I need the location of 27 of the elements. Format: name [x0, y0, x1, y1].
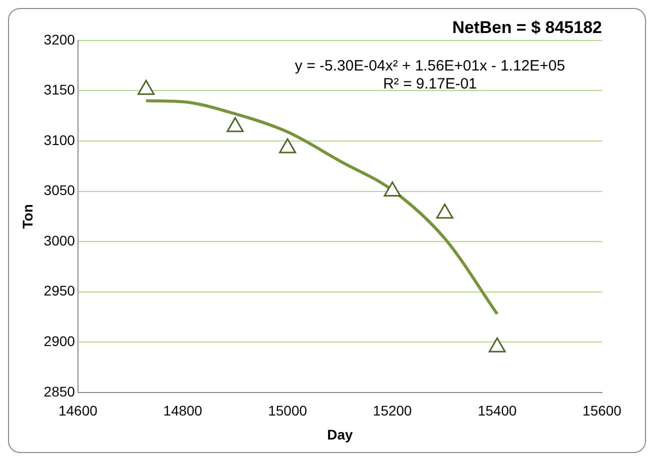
y-tick-label: 2900	[44, 332, 76, 349]
x-tick-label: 14600	[58, 402, 98, 419]
chart-title: NetBen = $ 845182	[452, 18, 602, 37]
line-series	[144, 99, 499, 316]
point	[138, 80, 155, 95]
point	[279, 138, 296, 154]
y-tick-label: 3200	[44, 31, 76, 48]
x-axis-title: Day	[327, 426, 354, 442]
x-tick-label: 15000	[268, 402, 308, 419]
point	[436, 204, 454, 219]
y-tick-label: 2850	[44, 383, 76, 400]
point	[384, 182, 401, 197]
chart-frame: Day Ton NetBen = $ 845182 14600 14800 15000 15200 15400 15600 2850 2900 2950 3000 3050 3100 3150 3200 y = -5.30E-04x² + 1.56E+01x - 1.12E+05 R² = 9.17E-01	[8, 8, 646, 453]
point	[488, 337, 506, 352]
y-tick-label: 3100	[44, 132, 76, 148]
y-tick-label: 3150	[44, 82, 76, 98]
y-tick-label: 3050	[44, 182, 76, 198]
annotation: y = -5.30E-04x² + 1.56E+01x - 1.12E+05	[294, 58, 566, 75]
x-tick-label: 14800	[163, 402, 202, 419]
y-tick-label: 3000	[44, 232, 76, 248]
x-tick-label: 15400	[478, 402, 517, 419]
x-tick-label: 15600	[582, 402, 622, 419]
annotation: R² = 9.17E-01	[383, 76, 477, 93]
y-tick-label: 2950	[44, 282, 76, 299]
x-tick-label: 15200	[372, 402, 412, 419]
y-axis-title: Ton	[19, 204, 36, 229]
point	[226, 117, 244, 132]
